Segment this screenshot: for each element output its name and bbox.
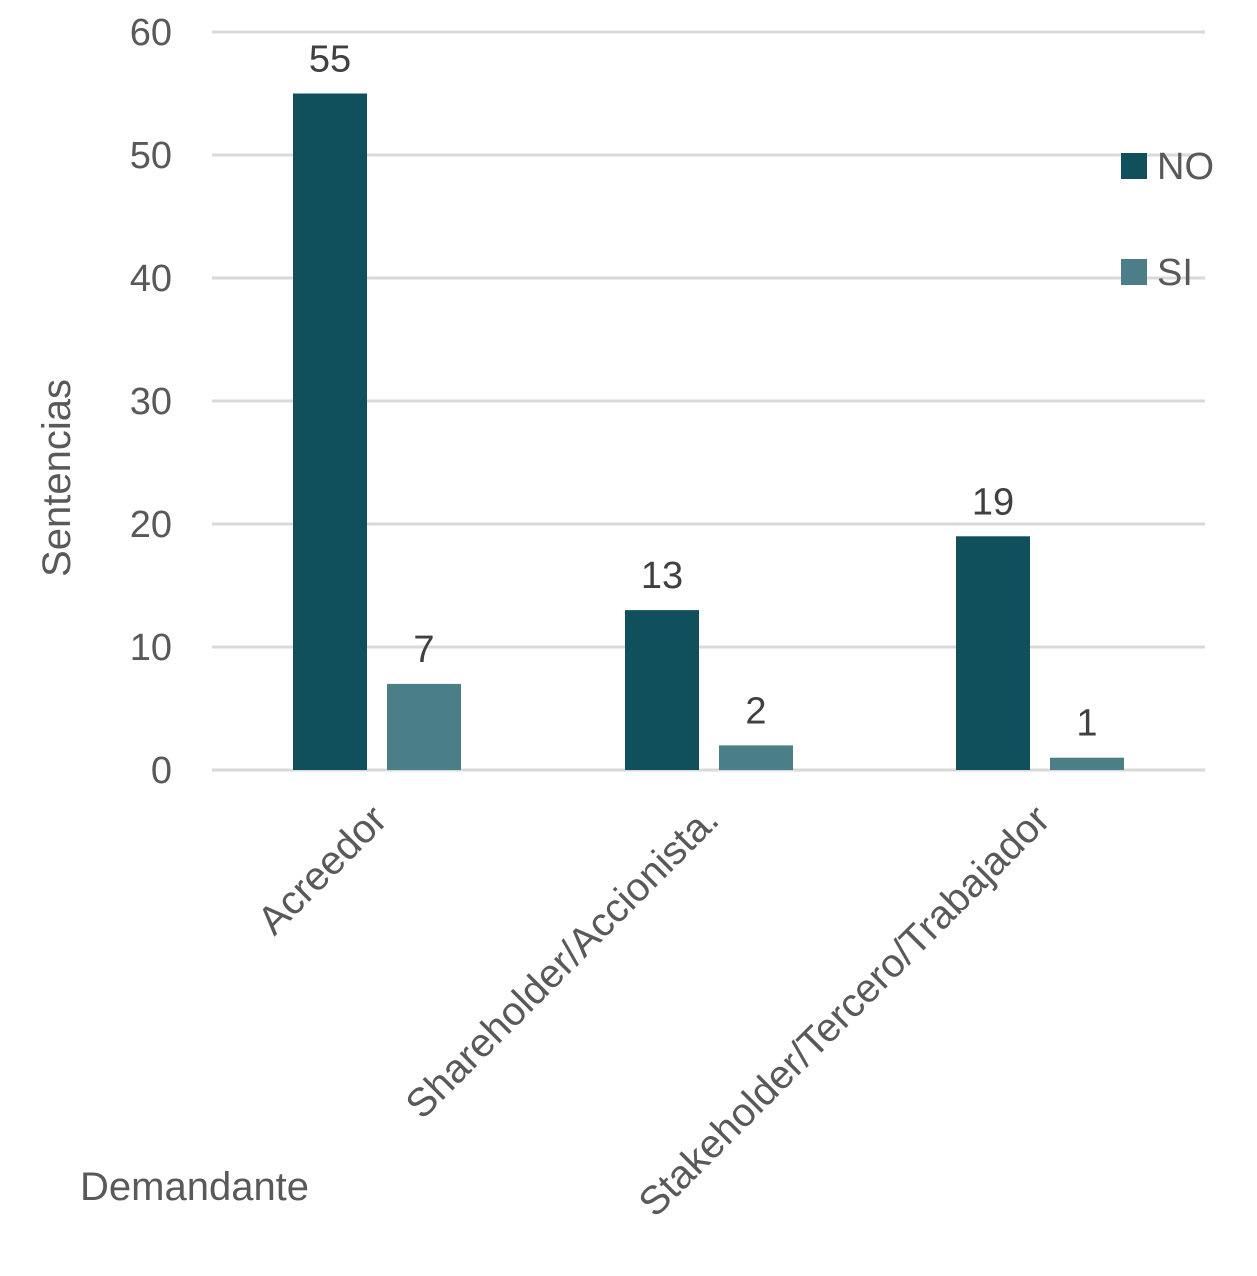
- bar-si-1: [387, 683, 461, 770]
- bar-no-3: [956, 536, 1030, 770]
- bar-no-1: [293, 93, 367, 770]
- legend-swatch-no: [1121, 153, 1147, 179]
- data-label-si-2: 2: [745, 690, 766, 732]
- data-label-no-3: 19: [972, 481, 1014, 523]
- legend-swatch-si: [1121, 259, 1147, 285]
- legend: NO SI: [1121, 146, 1214, 294]
- data-label-si-3: 1: [1076, 703, 1097, 745]
- y-tick-label: 10: [130, 627, 172, 669]
- bars: [293, 93, 1124, 770]
- y-tick-label: 0: [151, 750, 172, 792]
- y-tick-label: 40: [130, 258, 172, 300]
- gridlines: [212, 30, 1205, 772]
- y-tick-label: 60: [130, 12, 172, 54]
- bar-no-2: [625, 610, 699, 770]
- data-labels: 55 7 13 2 19 1: [309, 39, 1098, 745]
- data-label-no-2: 13: [641, 555, 683, 597]
- y-axis-ticks: 0 10 20 30 40 50 60: [130, 12, 172, 792]
- x-axis-categories: Acreedor Shareholder/Accionista.Stakehold…: [249, 797, 1058, 1225]
- y-tick-label: 20: [130, 504, 172, 546]
- data-label-si-1: 7: [413, 629, 434, 671]
- x-category-label: Stakeholder/Tercero/Trabajador: [631, 797, 1059, 1225]
- y-tick-label: 50: [130, 135, 172, 177]
- x-category-label: Shareholder/Accionista.: [398, 797, 728, 1127]
- x-category-label: Acreedor: [249, 797, 395, 943]
- y-tick-label: 30: [130, 381, 172, 423]
- x-axis-title: Demandante: [80, 1165, 309, 1209]
- data-label-no-1: 55: [309, 39, 351, 81]
- legend-label-no: NO: [1157, 146, 1214, 188]
- legend-label-si: SI: [1157, 252, 1193, 294]
- bar-si-2: [719, 745, 793, 770]
- y-axis-title: Sentencias: [35, 379, 79, 577]
- bar-si-3: [1050, 757, 1124, 770]
